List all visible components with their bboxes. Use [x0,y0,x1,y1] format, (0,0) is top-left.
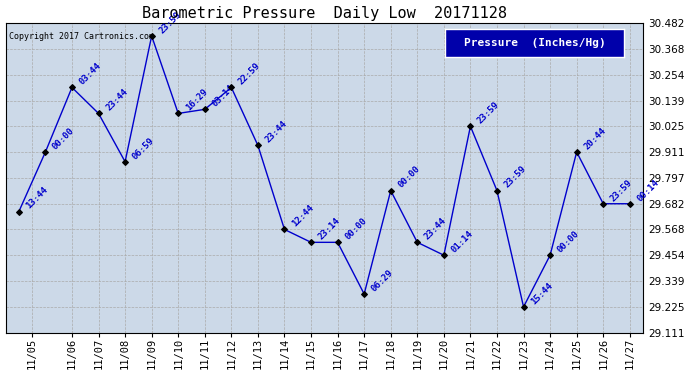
Text: 00:00: 00:00 [343,216,368,242]
Point [518,304,529,310]
Text: 23:14: 23:14 [317,216,342,242]
Text: 03:44: 03:44 [77,61,103,87]
Point [306,239,317,245]
Text: 23:59: 23:59 [157,10,183,35]
Point [279,226,290,232]
Text: 13:44: 13:44 [24,186,50,211]
Text: Copyright 2017 Cartronics.com: Copyright 2017 Cartronics.com [9,32,154,41]
Point [13,209,24,214]
Point [438,252,449,258]
Point [412,239,423,245]
Point [359,291,370,297]
Point [332,239,343,245]
Point [199,106,210,112]
Point [598,201,609,207]
Text: 06:29: 06:29 [370,268,395,293]
Text: 03:14: 03:14 [210,83,236,109]
Text: 23:59: 23:59 [476,100,502,126]
Point [491,188,502,194]
Text: 00:00: 00:00 [51,126,77,151]
Text: 23:59: 23:59 [609,178,634,203]
Point [66,84,77,90]
Text: 15:44: 15:44 [529,281,555,306]
Text: 20:44: 20:44 [582,126,608,151]
Point [624,201,635,207]
Point [93,110,104,116]
Point [385,188,396,194]
Title: Barometric Pressure  Daily Low  20171128: Barometric Pressure Daily Low 20171128 [142,6,507,21]
Text: 00:14: 00:14 [635,178,661,203]
Text: 01:14: 01:14 [449,229,475,254]
Point [119,159,130,165]
Text: 22:59: 22:59 [237,61,262,87]
Text: 23:44: 23:44 [264,119,289,145]
Text: 23:59: 23:59 [502,165,528,190]
Point [253,142,264,148]
Point [571,149,582,155]
Point [544,252,555,258]
Text: 23:44: 23:44 [423,216,448,242]
Point [226,84,237,90]
Point [172,110,184,116]
Text: 12:44: 12:44 [290,203,315,229]
Text: 23:44: 23:44 [104,87,130,112]
Text: 06:59: 06:59 [130,136,156,161]
Text: 00:00: 00:00 [396,165,422,190]
Text: 16:29: 16:29 [184,87,209,112]
Point [40,149,51,155]
Text: 00:00: 00:00 [555,229,581,254]
Point [465,123,476,129]
Point [146,33,157,39]
